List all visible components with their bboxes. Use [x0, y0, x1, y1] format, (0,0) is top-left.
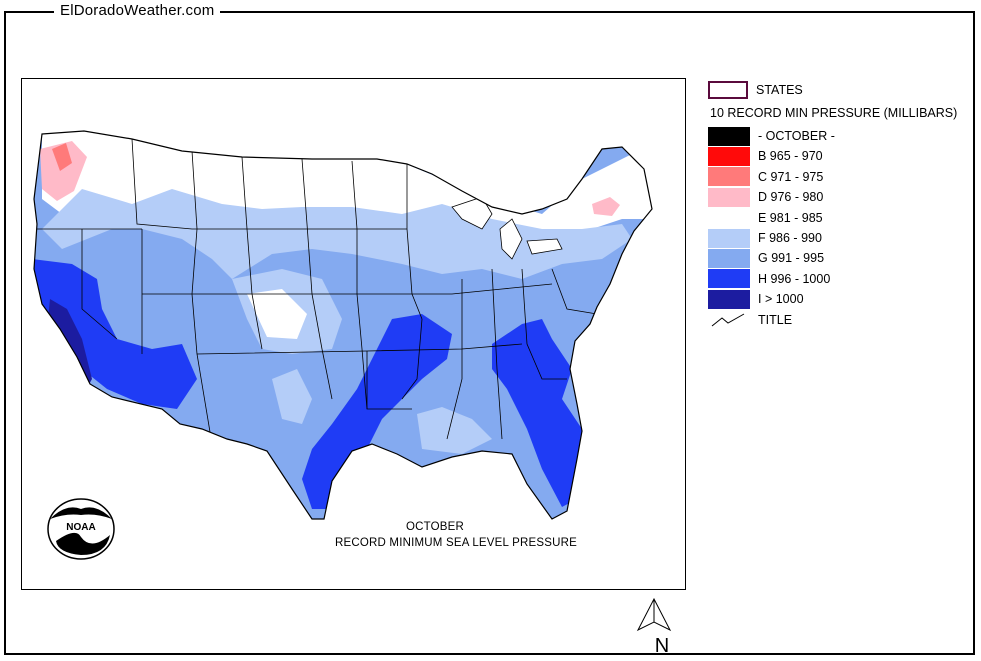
us-outline: [33, 130, 653, 520]
legend-title-label: TITLE: [758, 313, 793, 327]
legend-item: G 991 - 995: [708, 248, 824, 268]
band-f-gulf: [417, 407, 492, 454]
legend-title-row: TITLE: [708, 310, 792, 330]
band-h-east: [492, 319, 582, 507]
legend-item-label: I > 1000: [758, 292, 804, 307]
legend-item-label: - OCTOBER -: [758, 129, 835, 143]
state-borders: [34, 138, 598, 445]
legend-item-label: D 976 - 980: [758, 190, 824, 205]
title-line-icon: [711, 313, 745, 327]
legend-item-label: E 981 - 985: [758, 210, 823, 225]
map-frame: NOAA OCTOBER RECORD MINIMUM SEA LEVEL PR…: [21, 78, 686, 590]
north-arrow: N: [632, 596, 684, 661]
legend-item-label: F 986 - 990: [758, 231, 822, 245]
band-d-wa: [40, 141, 87, 201]
site-title: ElDoradoWeather.com: [54, 2, 221, 20]
north-label: N: [655, 635, 669, 656]
band-f-texas: [272, 369, 312, 424]
legend-swatch: [708, 146, 750, 166]
legend-item: E 981 - 985: [708, 208, 823, 228]
legend-item-label: H 996 - 1000: [758, 271, 831, 286]
noaa-logo-text: NOAA: [66, 522, 95, 533]
band-h-west: [34, 259, 197, 409]
legend-swatch: [708, 208, 750, 228]
legend-swatch: [708, 126, 750, 146]
legend-item: D 976 - 980: [708, 187, 823, 207]
legend-swatch: [708, 248, 750, 268]
band-f-north: [42, 189, 632, 279]
map-caption-month: OCTOBER: [405, 521, 465, 533]
legend-swatch: [708, 228, 750, 248]
legend-item: - OCTOBER -: [708, 126, 835, 146]
legend-item-label: B 965 - 970: [758, 149, 823, 164]
band-c-wa: [52, 143, 72, 171]
legend-swatch: [708, 289, 750, 309]
band-d-ne: [592, 197, 620, 216]
legend-states-label: STATES: [756, 83, 803, 97]
band-h-south: [302, 314, 452, 509]
map-caption-title: RECORD MINIMUM SEA LEVEL PRESSURE: [335, 537, 577, 549]
band-white-nm: [247, 289, 307, 339]
legend-item: H 996 - 1000: [708, 269, 830, 289]
legend-item-label: G 991 - 995: [758, 251, 825, 266]
pressure-map: [33, 130, 653, 520]
legend-item: C 971 - 975: [708, 167, 823, 187]
states-swatch: [708, 81, 748, 99]
legend-swatch: [708, 187, 750, 207]
legend-item: I > 1000: [708, 289, 804, 309]
legend-item: B 965 - 970: [708, 146, 823, 166]
legend-header: 10 RECORD MIN PRESSURE (MILLIBARS): [710, 106, 958, 120]
legend-item-label: C 971 - 975: [758, 169, 824, 184]
legend-states-row: STATES: [708, 80, 803, 100]
legend-swatch: [708, 269, 750, 289]
legend-swatch: [708, 167, 750, 187]
outer-frame: [4, 11, 975, 655]
legend-item: F 986 - 990: [708, 228, 822, 248]
north-arrow-icon: N: [636, 597, 672, 657]
noaa-logo: NOAA: [47, 498, 115, 560]
